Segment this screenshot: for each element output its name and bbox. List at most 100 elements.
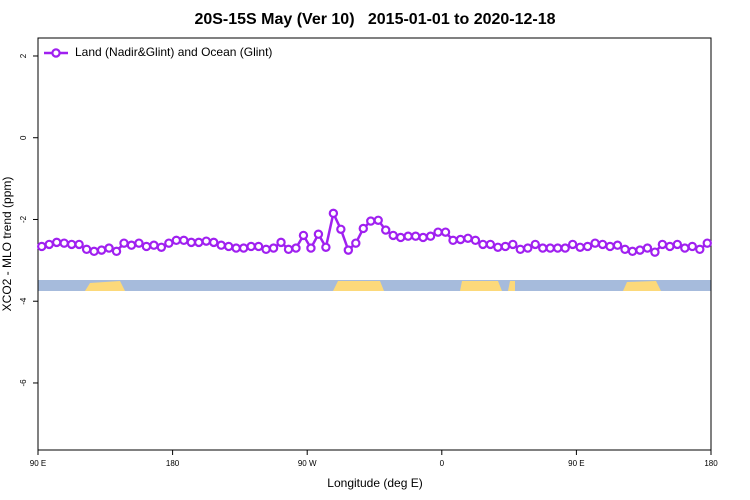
y-axis-label: XCO2 - MLO trend (ppm)	[0, 177, 14, 312]
y-tick-label: 2	[19, 53, 28, 58]
data-point	[582, 241, 593, 252]
legend-marker	[51, 48, 61, 58]
data-point	[388, 230, 398, 241]
land-segment	[623, 281, 661, 291]
data-point	[164, 238, 174, 248]
data-point	[605, 241, 615, 252]
data-point	[44, 239, 54, 250]
data-point	[141, 241, 152, 252]
data-point	[470, 235, 481, 246]
data-point	[201, 236, 211, 246]
data-point	[343, 245, 354, 255]
data-point	[455, 234, 466, 245]
y-tick-label: 0	[19, 135, 28, 140]
data-point	[665, 241, 675, 252]
data-point	[612, 240, 623, 250]
land-segment	[333, 281, 384, 291]
data-point	[246, 241, 256, 252]
land-segment	[460, 281, 502, 291]
data-point	[216, 240, 226, 250]
data-point	[590, 238, 600, 248]
data-point	[627, 246, 638, 257]
data-point	[672, 239, 683, 250]
x-axis-label: Longitude (deg E)	[327, 476, 422, 490]
data-point	[268, 243, 279, 253]
data-point	[523, 243, 533, 253]
data-point	[156, 242, 167, 252]
data-point	[223, 241, 234, 252]
data-point	[104, 243, 114, 253]
data-point	[111, 246, 122, 257]
y-tick-label: -2	[19, 215, 28, 223]
data-point	[81, 244, 92, 255]
data-point	[179, 235, 189, 246]
data-point	[306, 243, 316, 253]
data-point	[695, 244, 705, 255]
data-point	[351, 238, 361, 248]
data-point	[238, 243, 249, 253]
x-tick-label: 180	[704, 459, 718, 468]
data-point	[66, 239, 77, 250]
data-point	[321, 242, 331, 252]
data-point	[328, 208, 339, 219]
data-point	[493, 242, 503, 252]
data-point	[358, 223, 368, 234]
data-point	[500, 241, 511, 252]
data-point	[538, 243, 548, 253]
data-point	[635, 245, 645, 255]
data-point	[373, 215, 383, 225]
x-tick-label: 90 E	[30, 459, 46, 468]
y-tick-label: -4	[19, 297, 28, 305]
data-point	[366, 216, 376, 226]
data-point	[620, 244, 630, 255]
land-segment	[85, 281, 125, 291]
data-point	[485, 239, 496, 250]
data-point	[74, 239, 84, 250]
data-point	[702, 238, 712, 248]
data-point	[425, 231, 436, 241]
x-tick-label: 90 W	[298, 459, 317, 468]
data-point	[530, 239, 540, 250]
data-point	[433, 227, 443, 237]
data-point	[194, 237, 204, 248]
data-point	[687, 241, 698, 252]
data-point	[171, 235, 182, 246]
data-point	[381, 225, 391, 235]
data-point	[642, 243, 653, 253]
data-point	[126, 240, 137, 250]
data-point	[186, 237, 196, 248]
data-point	[134, 238, 144, 248]
chart-title: 20S-15S May (Ver 10) 2015-01-01 to 2020-…	[194, 11, 555, 28]
data-point	[89, 246, 99, 257]
data-point	[440, 227, 451, 237]
data-point	[418, 232, 428, 243]
data-point	[567, 239, 578, 250]
data-point	[560, 243, 570, 253]
legend-label: Land (Nadir&Glint) and Ocean (Glint)	[75, 45, 272, 59]
data-point	[96, 245, 107, 255]
data-point	[463, 233, 473, 243]
x-tick-label: 0	[440, 459, 445, 468]
data-point	[51, 237, 62, 248]
data-point	[59, 238, 69, 248]
data-point	[298, 230, 309, 241]
data-point	[261, 244, 271, 255]
data-point	[478, 239, 488, 250]
data-point	[253, 241, 264, 252]
data-point	[283, 244, 294, 255]
data-point	[553, 243, 563, 253]
data-point	[545, 243, 555, 253]
data-point	[231, 243, 241, 253]
data-point	[657, 239, 668, 250]
data-point	[149, 240, 159, 250]
data-point	[515, 244, 526, 255]
x-tick-label: 90 E	[568, 459, 584, 468]
data-point	[276, 237, 286, 248]
data-point	[650, 247, 660, 257]
data-point	[403, 231, 413, 241]
x-tick-label: 180	[166, 459, 180, 468]
data-point	[597, 239, 608, 250]
land-ocean-band	[38, 280, 711, 291]
data-point	[209, 237, 219, 248]
